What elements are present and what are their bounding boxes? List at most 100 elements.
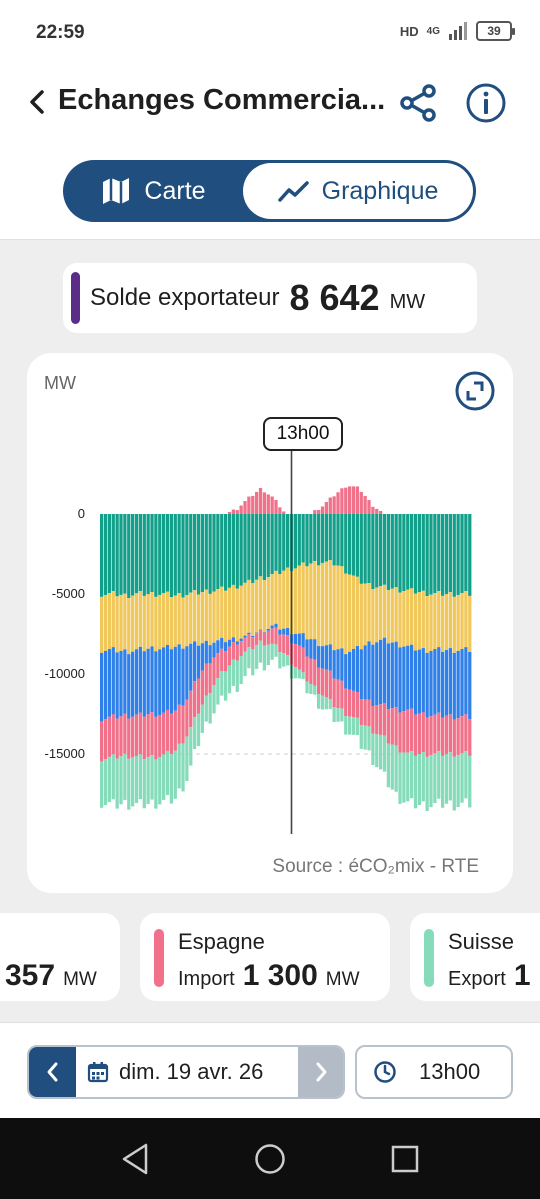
bar-segment-blue (421, 648, 425, 713)
bar-segment-blue (266, 628, 270, 631)
bar-segment-blue (460, 649, 464, 717)
time-picker[interactable]: 13h00 (355, 1045, 513, 1099)
bar-segment-yellow (379, 586, 383, 640)
country-name: Espagne (178, 929, 265, 954)
bar-segment-teal (208, 514, 212, 594)
bar-segment-blue (239, 638, 243, 642)
bar-segment-yellow (328, 560, 332, 645)
bar-segment-mint (100, 761, 104, 808)
next-day-button[interactable] (298, 1047, 343, 1097)
bar-segment-pink (429, 716, 433, 755)
expand-icon[interactable] (454, 370, 496, 412)
bar-segment-teal (444, 514, 449, 594)
bar-segment-blue (119, 650, 123, 717)
bar-segment-positive (344, 487, 348, 514)
bar-segment-yellow (231, 584, 236, 638)
bar-segment-pink (239, 641, 243, 657)
y-tick-15000: -15000 (44, 746, 85, 761)
bar-segment-blue (309, 639, 313, 659)
chart-card: MW 0 -5000 -10000 -15000 13h00 Source : … (27, 353, 513, 893)
bar-segment-yellow (185, 595, 189, 647)
view-toggle-bar: Carte Graphique (0, 142, 540, 240)
bar-segment-blue (181, 648, 185, 706)
bar-segment-blue (375, 642, 379, 706)
bar-segment-pink (193, 681, 197, 718)
bar-segment-mint (390, 744, 394, 790)
prev-day-button[interactable] (29, 1047, 76, 1097)
bar-segment-pink (212, 657, 216, 686)
bar-segment-yellow (270, 574, 274, 626)
bar-segment-blue (386, 643, 391, 710)
bar-segment-teal (169, 514, 174, 598)
date-field[interactable]: dim. 19 avr. 26 (87, 1047, 263, 1097)
back-nav-icon[interactable] (120, 1142, 152, 1176)
bar-segment-blue (255, 632, 259, 634)
bar-segment-teal (305, 514, 309, 567)
bar-segment-mint (406, 752, 410, 802)
bar-segment-yellow (444, 594, 449, 650)
date-picker: dim. 19 avr. 26 (27, 1045, 345, 1099)
bar-segment-positive (332, 496, 336, 514)
bar-segment-teal (119, 514, 123, 595)
bar-segment-blue (444, 650, 449, 716)
tab-carte[interactable]: Carte (63, 160, 243, 222)
bar-segment-pink (115, 718, 119, 759)
bar-segment-mint (239, 656, 243, 684)
bar-segment-blue (220, 637, 224, 649)
bar-segment-mint (367, 726, 371, 751)
chevron-left-icon[interactable] (24, 86, 52, 118)
bar-segment-blue (134, 649, 139, 715)
bar-segment-yellow (468, 595, 472, 652)
bar-segment-blue (224, 642, 228, 652)
home-nav-icon[interactable] (253, 1142, 287, 1176)
bar-segment-pink (448, 714, 453, 753)
bar-segment-yellow (100, 596, 104, 653)
bar-segment-teal (429, 514, 433, 595)
bar-segment-pink (216, 653, 220, 679)
bar-segment-yellow (173, 595, 177, 647)
bar-segment-yellow (456, 594, 460, 651)
country-card-espagne[interactable]: Espagne Import 1 300 MW (140, 913, 390, 1001)
bar-segment-mint (348, 716, 352, 735)
bar-segment-mint (204, 695, 208, 722)
country-card-line: Export 1 (448, 959, 531, 993)
bar-segment-mint (131, 757, 135, 807)
bar-segment-mint (398, 752, 402, 804)
bar-segment-pink (363, 699, 367, 726)
bar-segment-pink (293, 644, 298, 668)
stacked-bar-chart[interactable] (27, 353, 513, 853)
bar-segment-yellow (371, 589, 375, 645)
bar-segment-yellow (324, 561, 329, 646)
recents-nav-icon[interactable] (390, 1142, 420, 1176)
bar-segment-yellow (313, 561, 317, 640)
bar-segment-pink (320, 668, 325, 696)
info-icon[interactable] (465, 82, 507, 124)
bar-segment-mint (355, 717, 360, 736)
bar-segment-mint (375, 734, 379, 768)
bar-segment-blue (227, 639, 232, 647)
bar-segment-blue (154, 651, 158, 717)
bar-segment-yellow (255, 579, 259, 633)
status-bar: 22:59 HD 4G 39 (0, 0, 540, 64)
bar-segment-mint (274, 644, 278, 657)
share-icon[interactable] (398, 82, 440, 124)
bar-segment-blue (216, 640, 220, 654)
tab-graphique[interactable]: Graphique (243, 163, 473, 219)
bar-segment-blue (320, 646, 325, 669)
bar-segment-yellow (348, 574, 352, 652)
country-name: Suisse (448, 929, 515, 954)
bar-segment-pink (243, 637, 247, 652)
bar-segment-yellow (193, 590, 197, 642)
bar-segment-teal (103, 514, 108, 595)
country-card[interactable]: 357 MW (0, 913, 120, 1001)
bar-segment-teal (456, 514, 460, 595)
bar-segment-positive (367, 500, 371, 514)
bar-segment-mint (127, 758, 131, 810)
signal-icon (449, 22, 467, 40)
battery-icon: 39 (476, 21, 515, 41)
bar-segment-positive (363, 495, 367, 514)
bar-segment-yellow (111, 591, 115, 648)
country-card-suisse[interactable]: Suisse Export 1 (410, 913, 540, 1001)
bar-segment-yellow (386, 590, 391, 644)
tab-carte-label: Carte (144, 176, 206, 205)
